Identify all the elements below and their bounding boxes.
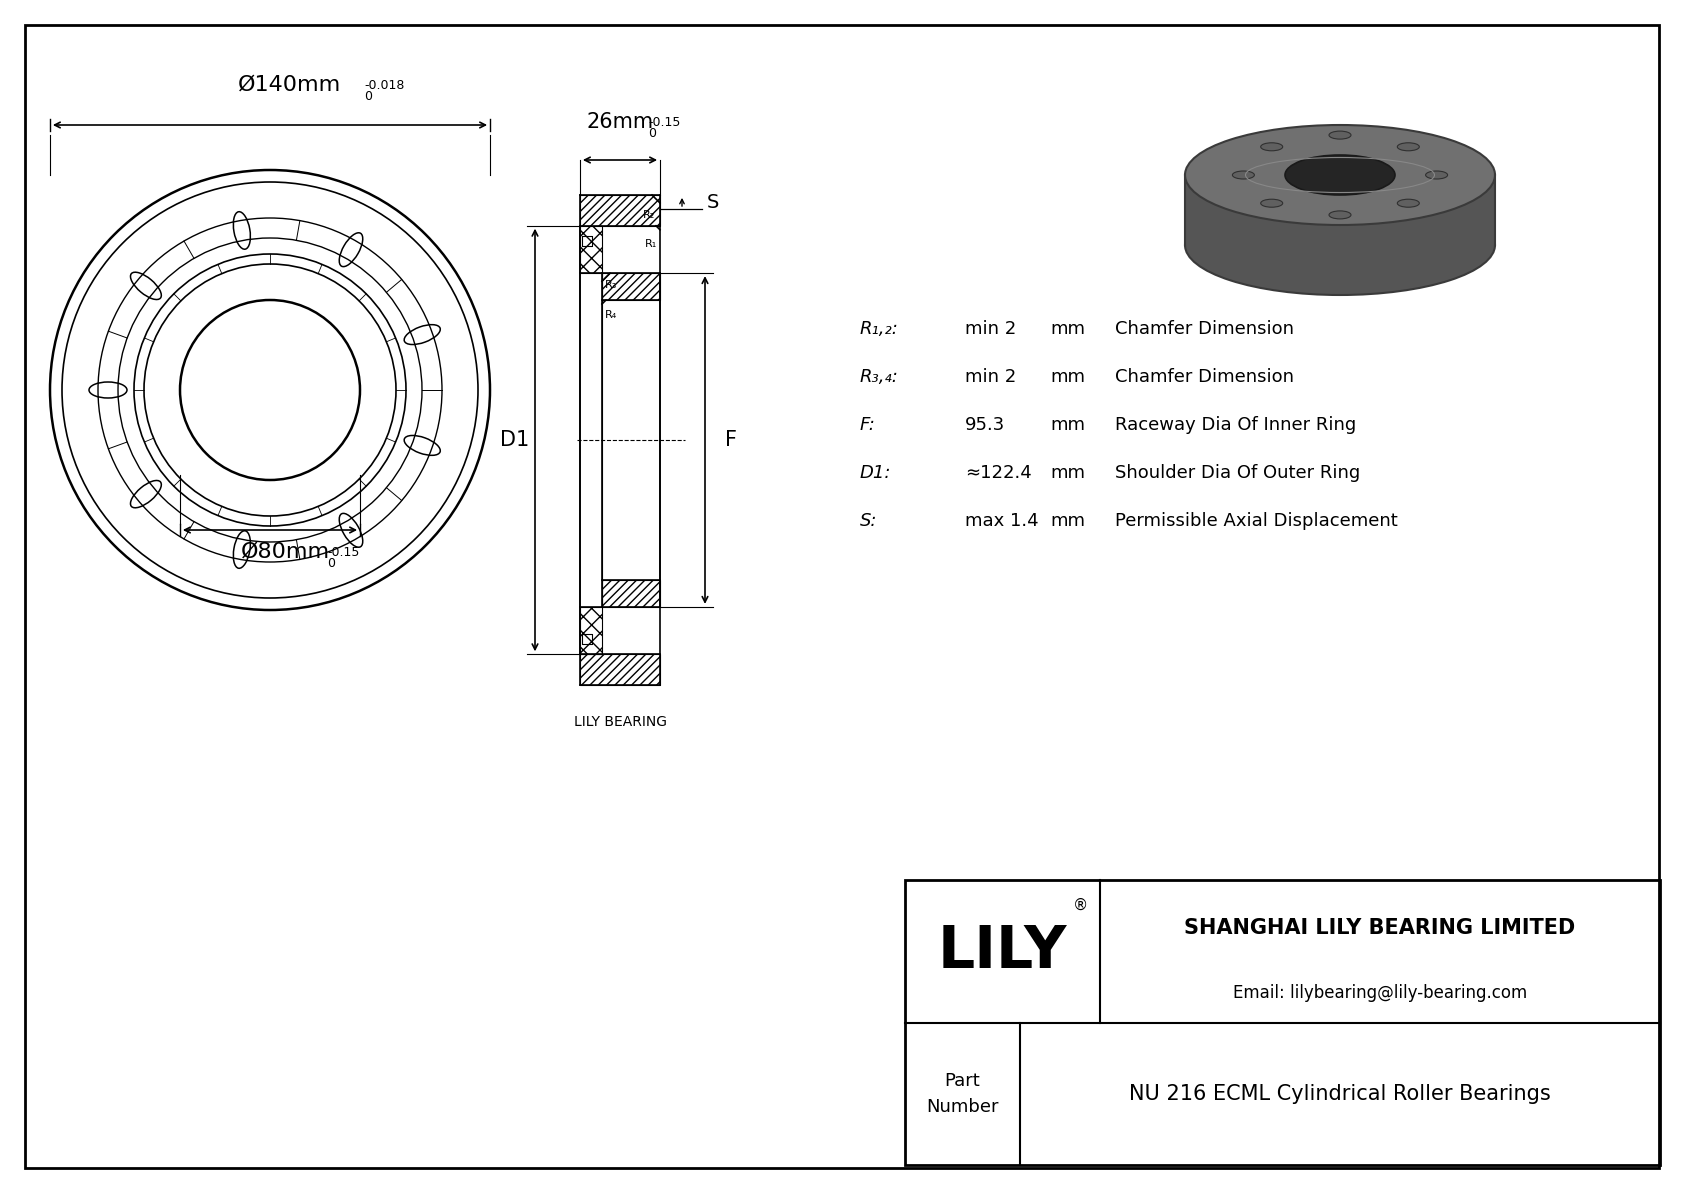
- Text: -0.15: -0.15: [327, 545, 359, 559]
- Text: F: F: [726, 430, 738, 450]
- Ellipse shape: [1398, 143, 1420, 151]
- Text: R₁,₂:: R₁,₂:: [861, 320, 899, 338]
- Text: Shoulder Dia Of Outer Ring: Shoulder Dia Of Outer Ring: [1115, 464, 1361, 482]
- Text: ®: ®: [1073, 898, 1088, 913]
- Text: ≈122.4: ≈122.4: [965, 464, 1032, 482]
- Text: D1:: D1:: [861, 464, 891, 482]
- Text: min 2: min 2: [965, 368, 1015, 386]
- Ellipse shape: [1261, 199, 1283, 207]
- Text: R₃,₄:: R₃,₄:: [861, 368, 899, 386]
- Text: R₄: R₄: [605, 310, 618, 320]
- Text: LILY: LILY: [938, 923, 1068, 980]
- Bar: [583, 634, 593, 644]
- Text: Part
Number: Part Number: [926, 1072, 999, 1116]
- Text: R₁: R₁: [645, 239, 657, 249]
- Text: 0: 0: [327, 557, 335, 570]
- Bar: [601, 273, 660, 300]
- Text: mm: mm: [1051, 512, 1084, 530]
- Text: mm: mm: [1051, 320, 1084, 338]
- Bar: [1186, 175, 1495, 245]
- Text: R₂: R₂: [643, 210, 655, 220]
- Text: R₃: R₃: [605, 280, 618, 291]
- Bar: [583, 236, 593, 245]
- Ellipse shape: [1186, 125, 1495, 225]
- Text: Ø140mm: Ø140mm: [239, 75, 342, 95]
- Text: S: S: [707, 193, 719, 212]
- Text: min 2: min 2: [965, 320, 1015, 338]
- Text: Chamfer Dimension: Chamfer Dimension: [1115, 320, 1293, 338]
- Text: -0.15: -0.15: [648, 116, 680, 129]
- Bar: [579, 606, 601, 654]
- Text: Permissible Axial Displacement: Permissible Axial Displacement: [1115, 512, 1398, 530]
- Ellipse shape: [1398, 199, 1420, 207]
- Text: F:: F:: [861, 416, 876, 434]
- Bar: [904, 880, 1660, 1165]
- Text: NU 216 ECML Cylindrical Roller Bearings: NU 216 ECML Cylindrical Roller Bearings: [1130, 1084, 1551, 1104]
- Ellipse shape: [1261, 143, 1283, 151]
- Bar: [579, 654, 660, 685]
- Text: mm: mm: [1051, 416, 1084, 434]
- Text: -0.018: -0.018: [364, 79, 404, 92]
- Ellipse shape: [1426, 172, 1448, 179]
- Ellipse shape: [1329, 211, 1351, 219]
- Text: 95.3: 95.3: [965, 416, 1005, 434]
- Text: Email: lilybearing@lily-bearing.com: Email: lilybearing@lily-bearing.com: [1233, 985, 1527, 1003]
- Text: mm: mm: [1051, 368, 1084, 386]
- Bar: [579, 226, 601, 273]
- Text: 0: 0: [364, 91, 372, 102]
- Text: Ø80mm: Ø80mm: [241, 542, 330, 562]
- Text: SHANGHAI LILY BEARING LIMITED: SHANGHAI LILY BEARING LIMITED: [1184, 918, 1576, 939]
- Ellipse shape: [1329, 131, 1351, 139]
- Bar: [579, 195, 660, 226]
- Text: Raceway Dia Of Inner Ring: Raceway Dia Of Inner Ring: [1115, 416, 1356, 434]
- Ellipse shape: [1233, 172, 1255, 179]
- Bar: [601, 580, 660, 606]
- Text: 0: 0: [648, 127, 657, 141]
- Text: LILY BEARING: LILY BEARING: [574, 715, 667, 729]
- Text: Chamfer Dimension: Chamfer Dimension: [1115, 368, 1293, 386]
- Text: 26mm: 26mm: [586, 112, 653, 132]
- Text: S:: S:: [861, 512, 877, 530]
- Text: D1: D1: [500, 430, 530, 450]
- Text: max 1.4: max 1.4: [965, 512, 1039, 530]
- Ellipse shape: [1285, 155, 1394, 195]
- Text: mm: mm: [1051, 464, 1084, 482]
- Ellipse shape: [1186, 195, 1495, 295]
